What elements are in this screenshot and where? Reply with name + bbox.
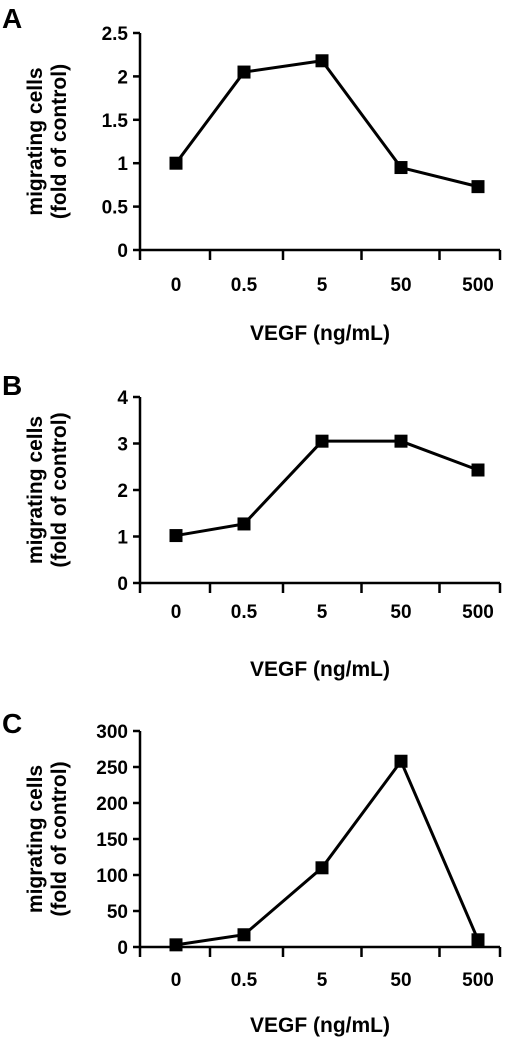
data-point-marker [394,754,408,768]
series-line [175,439,479,538]
data-point-marker [471,463,485,477]
x-tick-label: 500 [462,602,494,623]
data-point-marker [169,529,183,543]
y-tick-label: 50 [107,902,128,923]
panel-letter: A [2,3,22,34]
x-tick-label: 50 [390,275,411,296]
x-tick-label: 500 [462,275,494,296]
x-tick-label: 0 [171,970,182,991]
series-line [175,758,480,947]
series-line [174,59,479,189]
y-axis-label-line: migrating cells [24,67,47,215]
x-axis-label: VEGF (ng/mL) [250,1014,390,1037]
y-tick-label: 100 [96,866,128,887]
y-tick-label: 3 [117,435,128,456]
y-tick-label: 0 [117,574,128,595]
y-axis-label-line: migrating cells [24,765,47,913]
x-axis-label: VEGF (ng/mL) [250,658,390,681]
data-point-marker [471,933,485,947]
x-tick-label: 0 [171,602,182,623]
y-tick-label: 2.5 [102,24,129,45]
x-tick-label: 5 [317,970,328,991]
panel-letter: C [2,708,22,739]
y-tick-label: 150 [96,830,128,851]
y-tick-label: 4 [117,388,128,409]
data-point-marker [237,517,251,531]
y-tick-label: 200 [96,794,128,815]
y-tick-label: 2 [117,67,128,88]
x-tick-label: 0.5 [231,275,258,296]
data-point-marker [315,861,329,875]
data-point-marker [471,180,485,194]
y-axis-label-line: (fold of control) [48,64,71,219]
data-point-marker [237,928,251,942]
data-point-marker [237,65,251,79]
y-tick-label: 1 [117,154,128,175]
x-tick-label: 0.5 [231,602,258,623]
y-axis-label-line: (fold of control) [48,761,71,916]
x-tick-label: 5 [317,602,328,623]
x-tick-label: 50 [390,970,411,991]
y-tick-label: 1.5 [102,111,129,132]
y-tick-label: 0.5 [102,198,129,219]
y-tick-label: 0 [117,241,128,262]
x-tick-label: 500 [462,970,494,991]
data-point-marker [169,938,183,952]
data-point-marker [394,161,408,175]
x-axis-label: VEGF (ng/mL) [250,322,390,345]
data-point-marker [394,434,408,448]
y-tick-label: 1 [117,528,128,549]
x-tick-label: 0.5 [231,970,258,991]
panel-letter: B [2,370,22,401]
x-tick-label: 0 [171,275,182,296]
y-tick-label: 300 [96,722,128,743]
y-axis-label-line: migrating cells [24,416,47,564]
y-tick-label: 250 [96,758,128,779]
y-tick-label: 2 [117,481,128,502]
y-tick-label: 0 [117,938,128,959]
data-point-marker [315,54,329,68]
x-tick-label: 50 [390,602,411,623]
x-tick-label: 5 [317,275,328,296]
data-point-marker [315,434,329,448]
data-point-marker [169,156,183,170]
y-axis-label-line: (fold of control) [48,412,71,567]
